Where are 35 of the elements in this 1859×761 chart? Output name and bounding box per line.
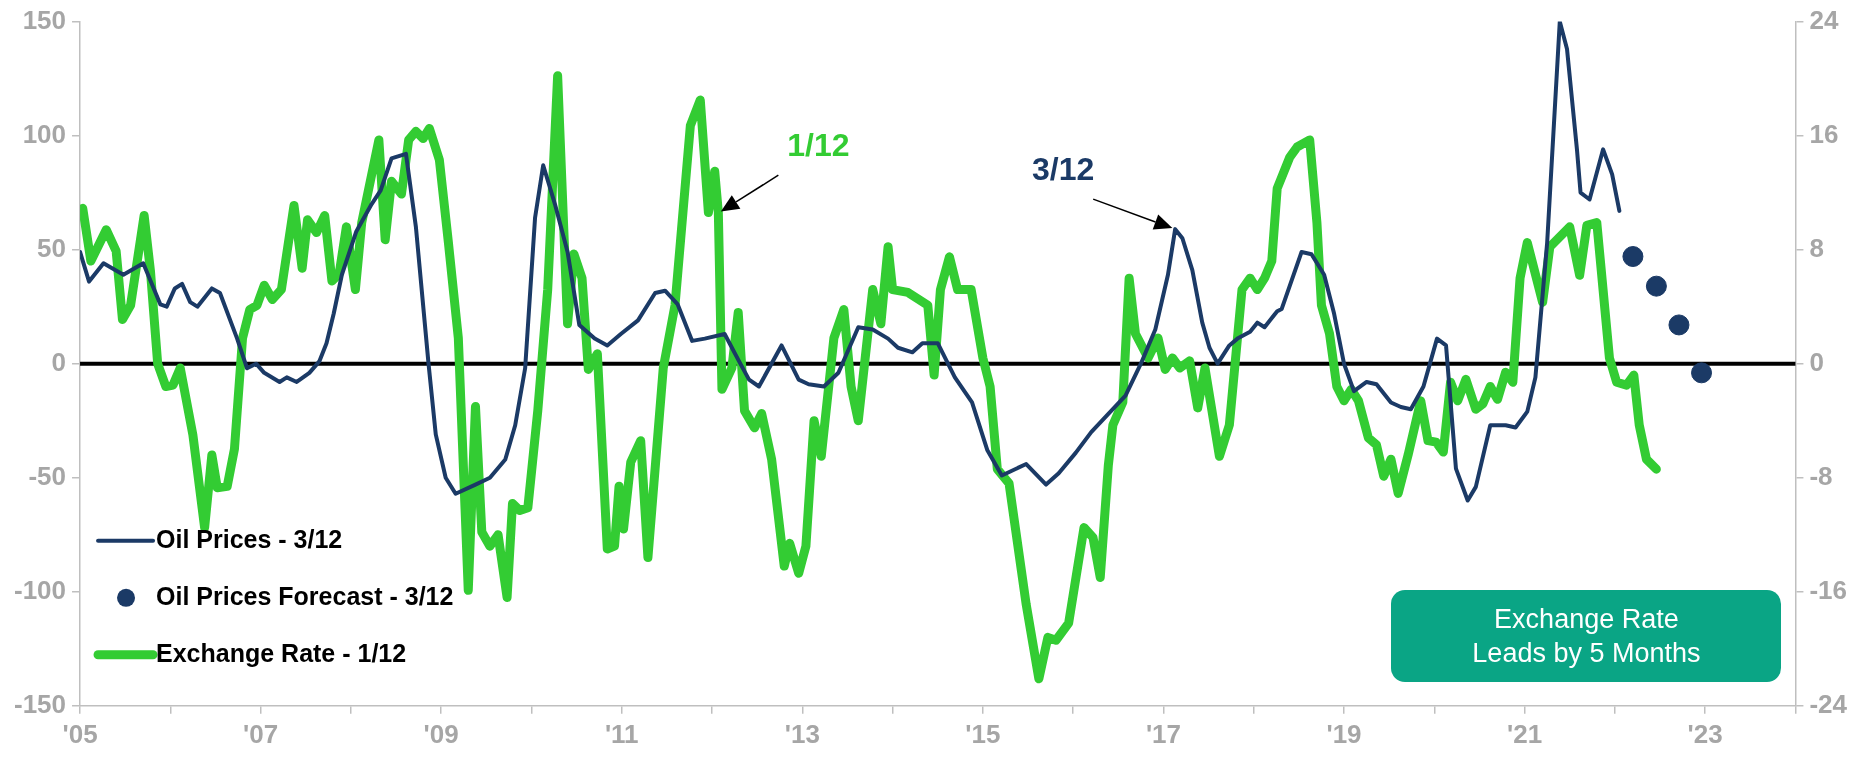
x-tick-label: '23 [1687,718,1723,749]
x-tick-label: '21 [1507,718,1543,749]
annotation: Exchange Rate Leads by 5 Months [1471,602,1702,670]
x-tick-label: '19 [1326,718,1362,749]
point [1691,362,1713,384]
y-tick-label: -150 [13,688,67,719]
legend-label: Oil Prices Forecast - 3/12 [156,581,454,610]
y2-tick-label: 16 [1809,118,1839,149]
x-tick-label: '09 [423,718,459,749]
x-tick-label: '13 [784,718,820,749]
y2-tick-label: 24 [1809,4,1839,35]
y-tick-label: -100 [13,574,67,605]
x-tick-label: '17 [1145,718,1181,749]
y-tick-label: 100 [22,118,67,149]
y2-tick-label: -8 [1809,460,1833,491]
text-box: Exchange Rate Leads by 5 Months [1391,589,1782,682]
y-tick-label: -50 [28,460,67,491]
point [1622,246,1644,268]
x-tick-label: '11 [604,718,639,749]
annotation: 3/12 [1032,150,1095,187]
y-tick-label: 0 [51,346,67,377]
annotation: 1/12 [787,127,850,163]
point [1668,314,1690,336]
y-tick-label: 50 [37,232,67,263]
y2-tick-label: 8 [1809,232,1824,263]
x-tick-label: '07 [243,718,279,749]
y2-tick-label: 0 [1809,346,1824,377]
y-tick-label: 150 [22,4,67,35]
y2-tick-label: -24 [1809,688,1848,719]
x-tick-label: '15 [965,718,1001,749]
point [1645,275,1667,297]
y2-tick-label: -16 [1809,574,1847,605]
legend-label: Oil Prices - 3/12 [156,524,343,553]
legend-label: Exchange Rate - 1/12 [156,638,407,667]
x-tick-label: '05 [62,718,98,749]
